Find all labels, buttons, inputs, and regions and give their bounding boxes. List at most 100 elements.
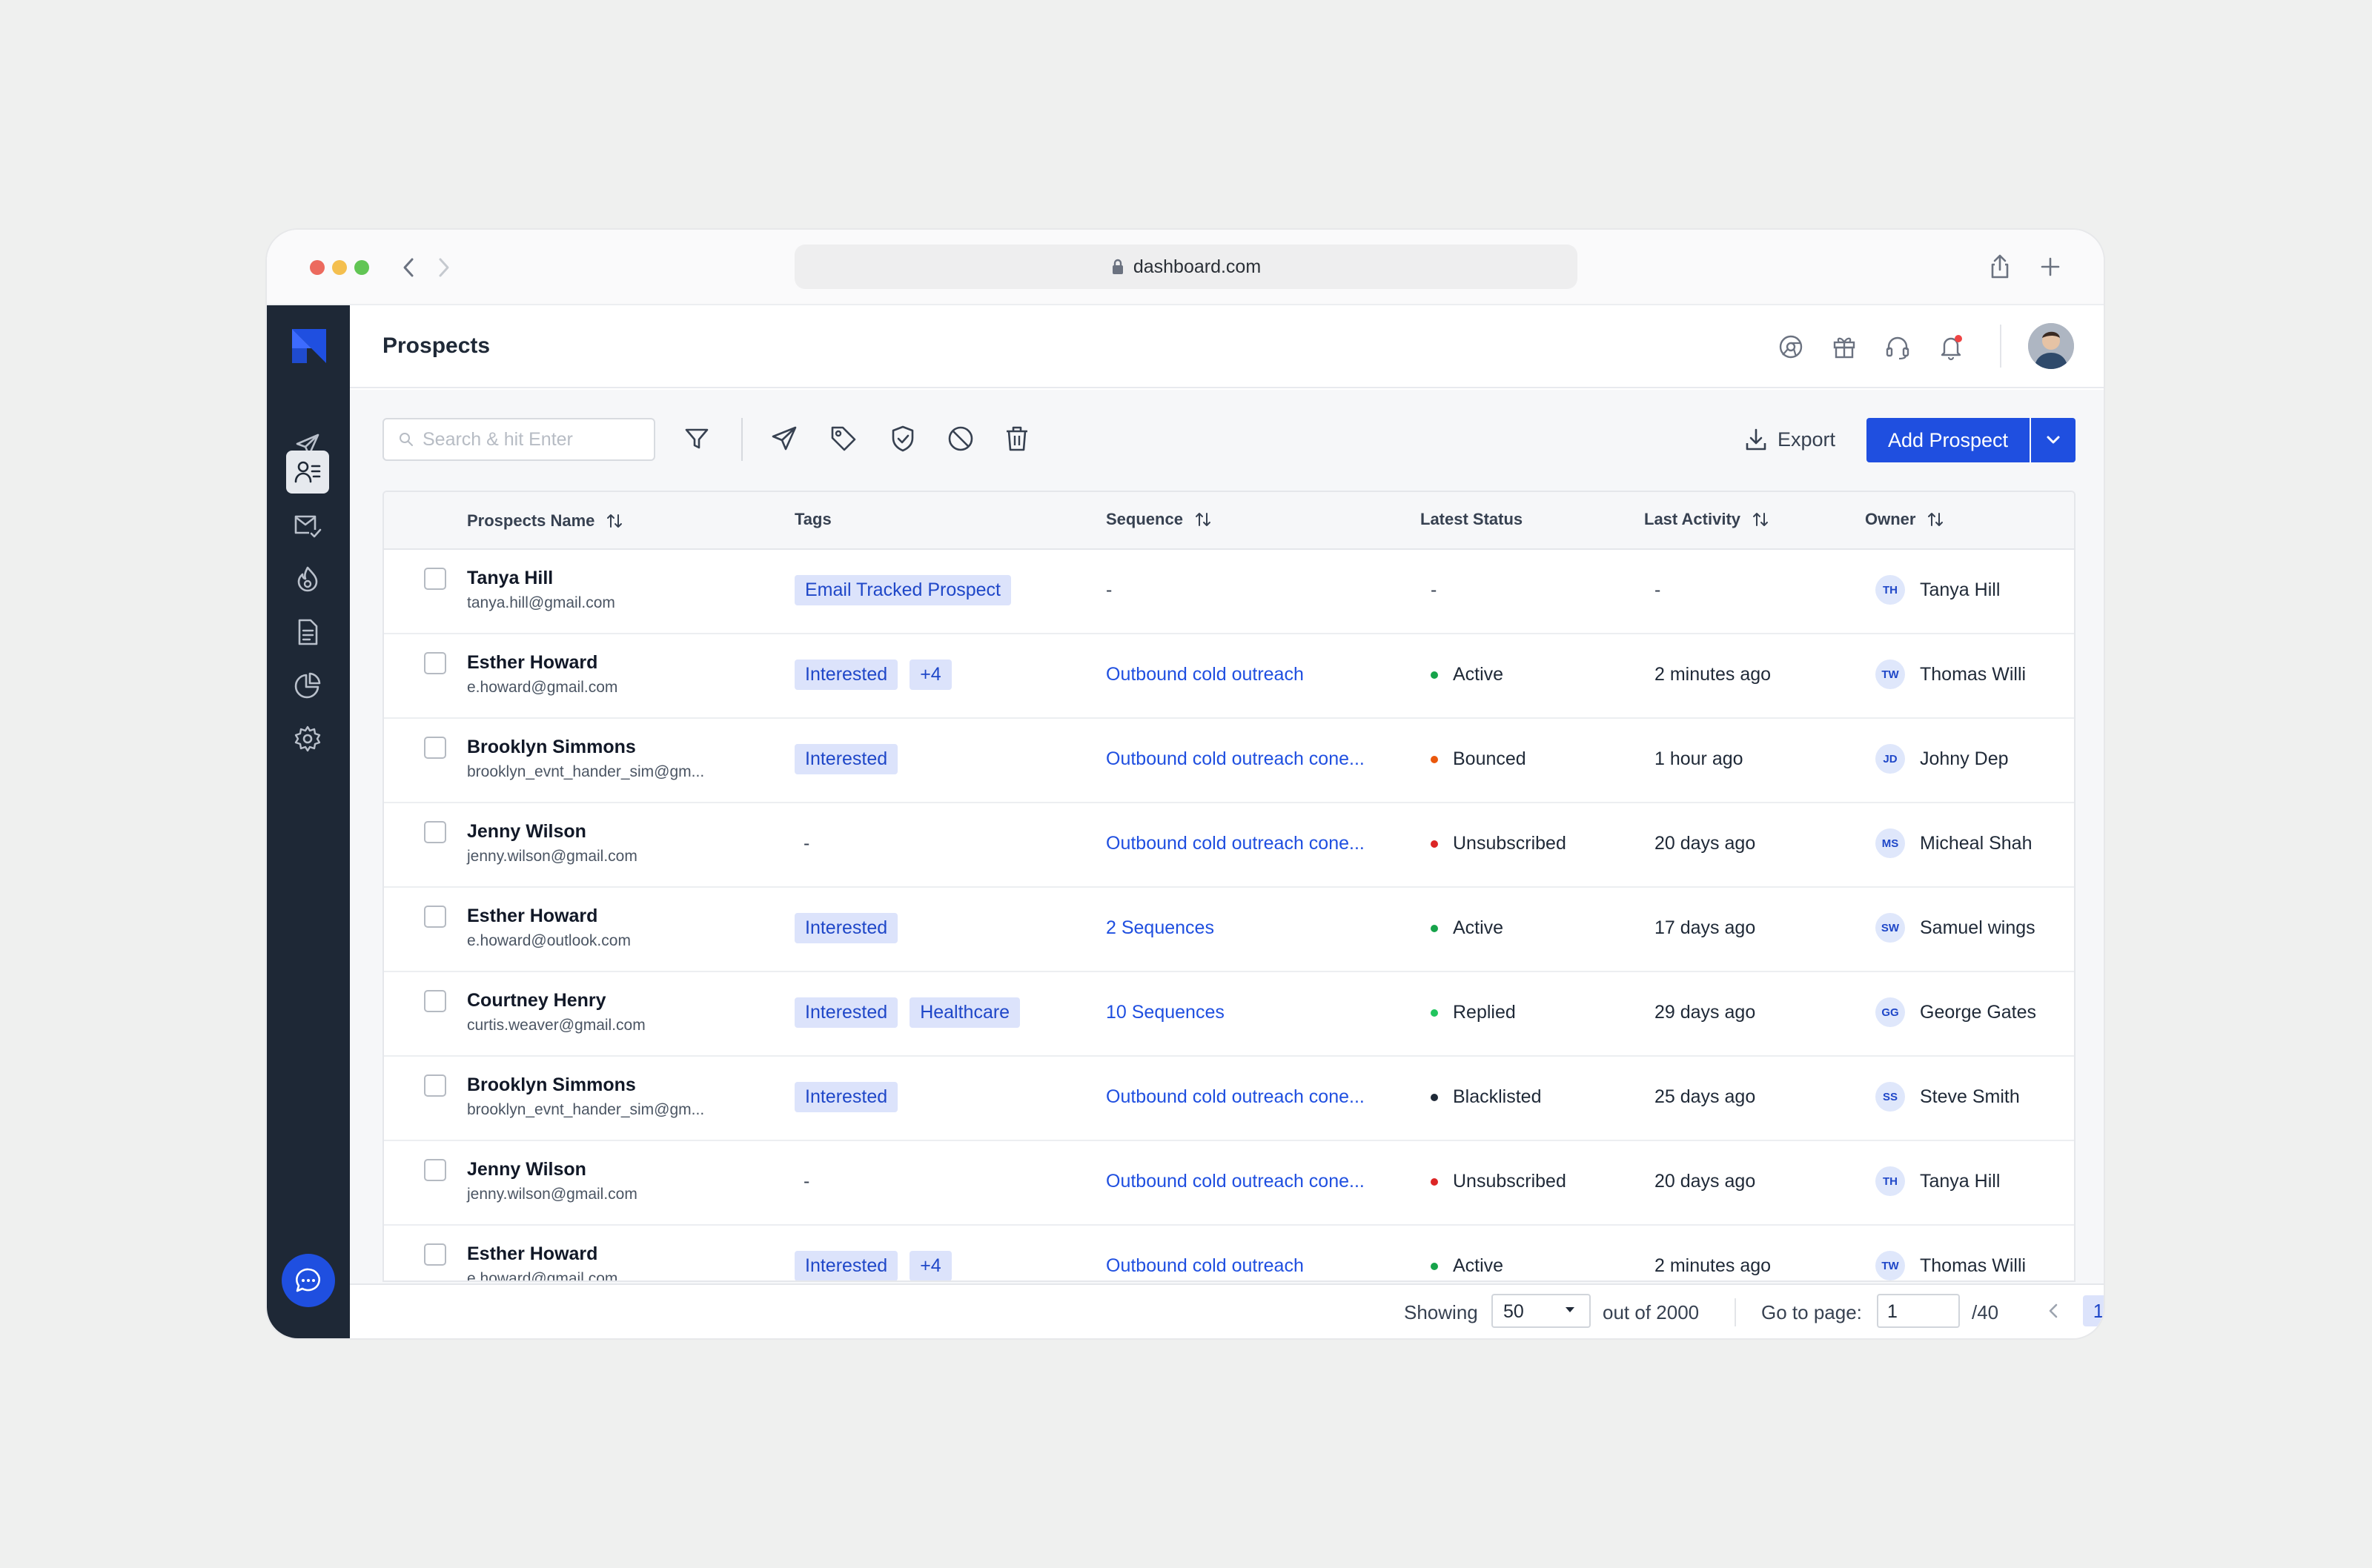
sequence-link[interactable]: Outbound cold outreach cone... bbox=[1106, 748, 1365, 769]
search-input[interactable] bbox=[423, 428, 645, 451]
share-icon[interactable] bbox=[1985, 252, 2015, 282]
minimize-window-button[interactable] bbox=[332, 260, 347, 275]
sort-icon[interactable] bbox=[1193, 510, 1213, 529]
add-prospect-button[interactable]: Add Prospect bbox=[1866, 418, 2030, 462]
prospect-name[interactable]: Esther Howard bbox=[467, 906, 598, 926]
tag-chip[interactable]: +4 bbox=[910, 1251, 952, 1280]
row-checkbox[interactable] bbox=[424, 1159, 446, 1181]
tag-chip[interactable]: Interested bbox=[795, 913, 898, 943]
back-arrow-icon[interactable] bbox=[397, 253, 420, 282]
owner: SW Samuel wings bbox=[1875, 913, 2035, 943]
sort-icon[interactable] bbox=[605, 511, 624, 531]
sidebar-item-inbox[interactable] bbox=[286, 504, 329, 547]
delete-button[interactable] bbox=[999, 421, 1035, 456]
goto-page-input[interactable]: 1 bbox=[1877, 1294, 1960, 1328]
prospect-name[interactable]: Courtney Henry bbox=[467, 990, 606, 1011]
chrome-extension-icon[interactable] bbox=[1776, 332, 1806, 362]
blacklist-button[interactable] bbox=[943, 421, 978, 456]
row-checkbox[interactable] bbox=[424, 568, 446, 590]
page-size-select[interactable]: 50 bbox=[1491, 1294, 1591, 1328]
status-dot bbox=[1431, 755, 1438, 763]
row-checkbox[interactable] bbox=[424, 737, 446, 759]
table-row[interactable]: Brooklyn Simmons brooklyn_evnt_hander_sim… bbox=[384, 1057, 2074, 1141]
column-header-name[interactable]: Prospects Name bbox=[467, 511, 624, 531]
tag-chip[interactable]: Interested bbox=[795, 997, 898, 1028]
prospect-name[interactable]: Tanya Hill bbox=[467, 568, 554, 588]
tag-chip[interactable]: Interested bbox=[795, 744, 898, 774]
row-checkbox[interactable] bbox=[424, 1074, 446, 1097]
verify-button[interactable] bbox=[885, 421, 921, 456]
table-row[interactable]: Jenny Wilson jenny.wilson@gmail.com - Outbo… bbox=[384, 1141, 2074, 1226]
export-button[interactable]: Export bbox=[1743, 419, 1835, 459]
sequence-link[interactable]: Outbound cold outreach cone... bbox=[1106, 833, 1365, 854]
sequence-link[interactable]: Outbound cold outreach bbox=[1106, 1255, 1304, 1276]
sidebar-item-templates[interactable] bbox=[286, 611, 329, 654]
table-row[interactable]: Courtney Henry curtis.weaver@gmail.com Int… bbox=[384, 972, 2074, 1057]
tag-chip[interactable]: Interested bbox=[795, 660, 898, 690]
column-header-owner[interactable]: Owner bbox=[1865, 510, 1945, 529]
sequence-link[interactable]: Outbound cold outreach cone... bbox=[1106, 1086, 1365, 1107]
prospect-name[interactable]: Jenny Wilson bbox=[467, 1159, 586, 1180]
sidebar-item-prospects[interactable] bbox=[286, 451, 329, 494]
tag-chip[interactable]: +4 bbox=[910, 660, 952, 690]
column-header-activity[interactable]: Last Activity bbox=[1644, 510, 1770, 529]
add-prospect-dropdown-button[interactable] bbox=[2031, 418, 2076, 462]
sidebar-item-settings[interactable] bbox=[286, 717, 329, 760]
tag-list: Interested +4 bbox=[795, 660, 964, 690]
close-window-button[interactable] bbox=[310, 260, 325, 275]
filter-button[interactable] bbox=[679, 421, 715, 456]
chat-support-button[interactable] bbox=[282, 1254, 335, 1307]
sidebar-item-reports[interactable] bbox=[286, 664, 329, 707]
notification-bell-icon[interactable] bbox=[1936, 332, 1966, 362]
row-checkbox[interactable] bbox=[424, 990, 446, 1012]
prospect-name[interactable]: Esther Howard bbox=[467, 1243, 598, 1264]
sidebar-item-warmup[interactable] bbox=[286, 557, 329, 600]
row-checkbox[interactable] bbox=[424, 652, 446, 674]
table-row[interactable]: Tanya Hill tanya.hill@gmail.com Email Trac… bbox=[384, 550, 2074, 634]
column-header-sequence[interactable]: Sequence bbox=[1106, 510, 1213, 529]
row-checkbox[interactable] bbox=[424, 1243, 446, 1266]
table-row[interactable]: Esther Howard e.howard@gmail.com Intereste… bbox=[384, 634, 2074, 719]
prospect-name[interactable]: Jenny Wilson bbox=[467, 821, 586, 842]
add-tag-button[interactable] bbox=[826, 421, 861, 456]
table-row[interactable]: Esther Howard e.howard@gmail.com Intereste… bbox=[384, 1226, 2074, 1280]
prospect-name[interactable]: Brooklyn Simmons bbox=[467, 737, 636, 757]
address-bar[interactable]: dashboard.com bbox=[795, 245, 1577, 289]
export-label: Export bbox=[1778, 428, 1836, 451]
chevron-down-icon bbox=[2047, 436, 2060, 444]
sort-icon[interactable] bbox=[1751, 510, 1770, 529]
status-badge: Active bbox=[1431, 664, 1503, 685]
last-activity: 20 days ago bbox=[1654, 833, 1756, 854]
page-number-button[interactable]: 1 bbox=[2083, 1295, 2104, 1326]
table-row[interactable]: Jenny Wilson jenny.wilson@gmail.com - Outbo… bbox=[384, 803, 2074, 888]
tag-chip[interactable]: Healthcare bbox=[910, 997, 1021, 1028]
user-avatar[interactable] bbox=[2028, 323, 2074, 369]
tag-chip[interactable]: Interested bbox=[795, 1082, 898, 1112]
owner-avatar: MS bbox=[1875, 828, 1905, 858]
sequence-link[interactable]: Outbound cold outreach cone... bbox=[1106, 1171, 1365, 1192]
row-checkbox[interactable] bbox=[424, 906, 446, 928]
last-activity: 25 days ago bbox=[1654, 1086, 1756, 1107]
header-divider bbox=[2000, 325, 2001, 368]
prospect-name[interactable]: Esther Howard bbox=[467, 652, 598, 673]
new-tab-icon[interactable] bbox=[2035, 252, 2065, 282]
sort-icon[interactable] bbox=[1926, 510, 1945, 529]
table-row[interactable]: Esther Howard e.howard@outlook.com Interes… bbox=[384, 888, 2074, 972]
table-row[interactable]: Brooklyn Simmons brooklyn_evnt_hander_sim… bbox=[384, 719, 2074, 803]
row-checkbox[interactable] bbox=[424, 821, 446, 843]
add-to-sequence-button[interactable] bbox=[766, 421, 802, 456]
app-logo-icon[interactable] bbox=[289, 326, 329, 366]
tag-chip[interactable]: Email Tracked Prospect bbox=[795, 575, 1011, 605]
sequence-link[interactable]: Outbound cold outreach bbox=[1106, 664, 1304, 685]
tag-chip[interactable]: Interested bbox=[795, 1251, 898, 1280]
gift-icon[interactable] bbox=[1829, 332, 1859, 362]
maximize-window-button[interactable] bbox=[354, 260, 369, 275]
search-box[interactable] bbox=[382, 418, 655, 461]
forward-arrow-icon[interactable] bbox=[433, 253, 455, 282]
headset-icon[interactable] bbox=[1883, 332, 1912, 362]
prospect-name[interactable]: Brooklyn Simmons bbox=[467, 1074, 636, 1095]
sequence-link[interactable]: 2 Sequences bbox=[1106, 917, 1214, 938]
prev-page-button[interactable] bbox=[2038, 1295, 2070, 1326]
sidebar-item-sequences[interactable] bbox=[286, 424, 329, 467]
sequence-link[interactable]: 10 Sequences bbox=[1106, 1002, 1225, 1023]
